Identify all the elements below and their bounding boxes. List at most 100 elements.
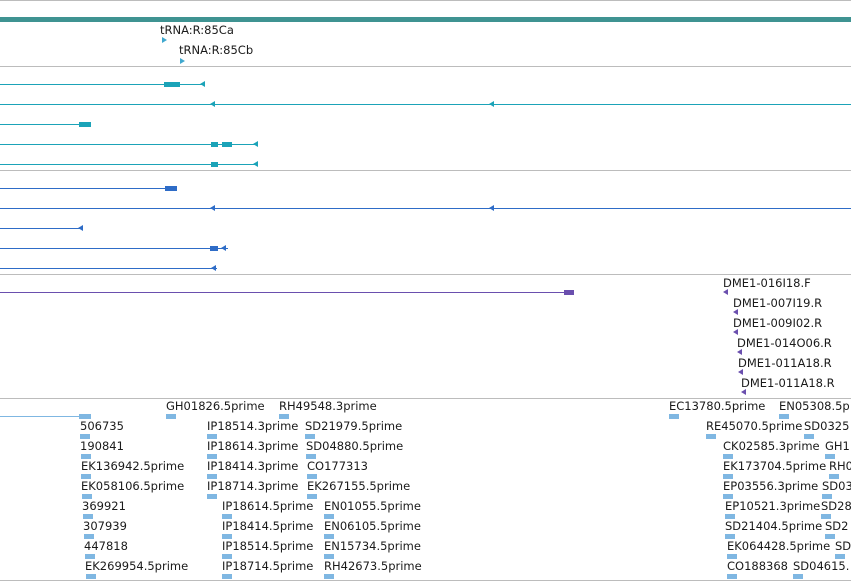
est-block[interactable] <box>821 514 831 519</box>
est-label[interactable]: EN06105.5prime <box>324 519 421 533</box>
est-label[interactable]: IP18614.3prime <box>207 439 299 453</box>
est-block[interactable] <box>307 474 317 479</box>
strand-arrow[interactable] <box>253 161 258 167</box>
est-block[interactable] <box>86 574 96 579</box>
est-label[interactable]: CO188368 <box>727 559 788 573</box>
bac-end-arrow[interactable] <box>723 289 728 295</box>
bac-label[interactable]: DME1-009I02.R <box>733 316 823 330</box>
est-block[interactable] <box>822 494 832 499</box>
exon-block[interactable] <box>211 142 218 147</box>
est-label[interactable]: SD <box>835 539 851 553</box>
strand-arrow[interactable] <box>210 101 215 107</box>
est-label[interactable]: 307939 <box>83 519 127 533</box>
est-label[interactable]: IP18414.3prime <box>207 459 299 473</box>
strand-arrow[interactable] <box>78 225 83 231</box>
est-block[interactable] <box>83 514 93 519</box>
trna-feature[interactable] <box>162 37 167 43</box>
est-label[interactable]: 506735 <box>80 419 124 433</box>
est-label[interactable]: SD21979.5prime <box>305 419 403 433</box>
exon-block[interactable] <box>164 82 180 87</box>
bac-end-arrow[interactable] <box>738 369 743 375</box>
est-block[interactable] <box>825 454 835 459</box>
strand-arrow[interactable] <box>489 101 494 107</box>
est-label[interactable]: IP18614.5prime <box>222 499 314 513</box>
est-block[interactable] <box>81 474 91 479</box>
est-block[interactable] <box>324 554 334 559</box>
est-block[interactable] <box>324 514 334 519</box>
est-label[interactable]: 369921 <box>82 499 126 513</box>
transcript-line[interactable] <box>0 208 851 209</box>
est-label[interactable]: CK02585.3prime <box>723 439 820 453</box>
transcript-line[interactable] <box>0 248 228 249</box>
est-label[interactable]: SD21404.5prime <box>725 519 823 533</box>
est-label[interactable]: EP03556.3prime <box>723 479 819 493</box>
est-block[interactable] <box>324 574 334 579</box>
est-block[interactable] <box>727 554 737 559</box>
est-block[interactable] <box>307 494 317 499</box>
transcript-line[interactable] <box>0 84 205 85</box>
exon-block[interactable] <box>210 246 218 251</box>
est-label[interactable]: SD2 <box>825 519 849 533</box>
transcript-line[interactable] <box>0 164 258 165</box>
strand-arrow[interactable] <box>211 265 216 271</box>
est-label[interactable]: IP18714.3prime <box>207 479 299 493</box>
transcript-line[interactable] <box>0 104 851 105</box>
est-label[interactable]: RE45070.5prime <box>706 419 803 433</box>
transcript-line[interactable] <box>0 268 217 269</box>
est-block[interactable] <box>279 414 289 419</box>
est-label[interactable]: IP18414.5prime <box>222 519 314 533</box>
est-block[interactable] <box>725 514 735 519</box>
est-label[interactable]: EK058106.5prime <box>81 479 185 493</box>
strand-arrow[interactable] <box>221 245 226 251</box>
est-label[interactable]: 447818 <box>84 539 128 553</box>
est-line[interactable] <box>0 416 88 417</box>
est-block[interactable] <box>79 414 91 419</box>
est-label[interactable]: EK267155.5prime <box>307 479 411 493</box>
est-block[interactable] <box>222 514 232 519</box>
bac-line[interactable] <box>0 292 573 293</box>
bac-label[interactable]: DME1-007I19.R <box>733 296 823 310</box>
est-label[interactable]: EP10521.3prime <box>725 499 821 513</box>
est-label[interactable]: IP18714.5prime <box>222 559 314 573</box>
transcript-line[interactable] <box>0 228 83 229</box>
est-block[interactable] <box>723 494 733 499</box>
est-block[interactable] <box>825 534 835 539</box>
est-block[interactable] <box>829 474 839 479</box>
est-block[interactable] <box>207 434 217 439</box>
est-label[interactable]: EK064428.5prime <box>727 539 831 553</box>
bac-label[interactable]: DME1-016I18.F <box>723 276 811 290</box>
exon-block[interactable] <box>211 162 218 167</box>
exon-block[interactable] <box>165 186 177 191</box>
est-block[interactable] <box>723 474 733 479</box>
est-label[interactable]: EN01055.5prime <box>324 499 421 513</box>
strand-arrow[interactable] <box>210 205 215 211</box>
est-block[interactable] <box>835 554 845 559</box>
est-block[interactable] <box>81 454 91 459</box>
est-block[interactable] <box>85 554 95 559</box>
transcript-line[interactable] <box>0 188 176 189</box>
est-label[interactable]: EC13780.5prime <box>669 399 766 413</box>
est-label[interactable]: EN15734.5prime <box>324 539 421 553</box>
transcript-line[interactable] <box>0 124 88 125</box>
bac-label[interactable]: DME1-011A18.R <box>738 356 832 370</box>
est-block[interactable] <box>306 454 316 459</box>
exon-block[interactable] <box>79 122 91 127</box>
est-block[interactable] <box>793 574 803 579</box>
bac-end[interactable] <box>564 290 574 295</box>
est-block[interactable] <box>222 534 232 539</box>
exon-block[interactable] <box>222 142 232 147</box>
est-block[interactable] <box>804 434 814 439</box>
est-label[interactable]: IP18514.5prime <box>222 539 314 553</box>
strand-arrow[interactable] <box>489 205 494 211</box>
est-block[interactable] <box>779 414 789 419</box>
trna-feature[interactable] <box>180 58 185 64</box>
est-label[interactable]: SD0325 <box>804 419 850 433</box>
est-label[interactable]: SD04615. <box>793 559 850 573</box>
est-label[interactable]: EK173704.5prime <box>723 459 827 473</box>
est-block[interactable] <box>207 474 217 479</box>
est-block[interactable] <box>222 574 232 579</box>
bac-label[interactable]: DME1-011A18.R <box>741 376 835 390</box>
est-label[interactable]: RH49548.3prime <box>279 399 377 413</box>
est-block[interactable] <box>324 534 334 539</box>
est-label[interactable]: GH1 <box>825 439 850 453</box>
